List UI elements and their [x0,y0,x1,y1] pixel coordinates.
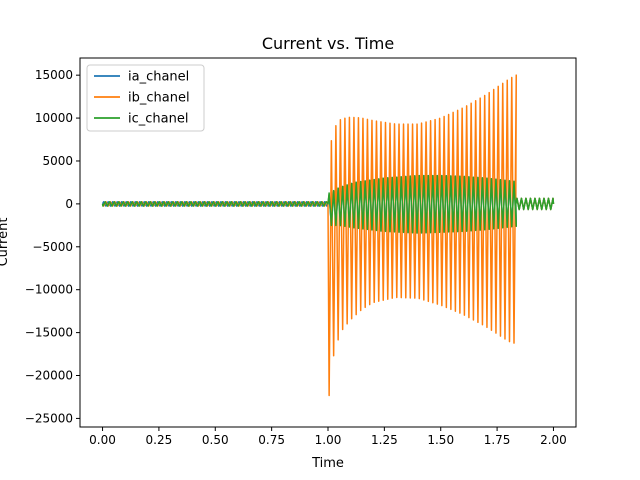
series-line-ic-chanel [101,174,555,234]
y-tick-label: −10000 [25,283,73,297]
x-tick-label: 1.25 [371,433,398,447]
y-tick-label: −25000 [25,411,73,425]
y-axis-label: Current [0,218,11,267]
legend-label: ia_chanel [128,70,189,85]
x-axis-ticks: 0.00 0.25 0.50 0.75 1.00 1.25 1.50 1.75 2.00 [89,427,567,447]
legend-label: ib_chanel [128,91,190,106]
x-tick-label: 1.50 [427,433,454,447]
x-tick-label: 0.75 [258,433,285,447]
y-axis-ticks: −25000 −20000 −15000 −10000 −5000 0 5000 10000 1… [25,68,80,425]
chart-title: Current vs. Time [262,34,394,53]
x-axis-label: Time [311,456,344,471]
legend-label: ic_chanel [128,112,188,127]
legend: ia_chanel ib_chanel ic_chanel [86,64,205,132]
legend-box [86,64,205,132]
y-tick-label: −15000 [25,326,73,340]
x-tick-label: 1.75 [484,433,511,447]
y-tick-label: −20000 [25,369,73,383]
y-tick-label: 15000 [35,68,73,82]
y-tick-label: 10000 [35,111,73,125]
x-tick-label: 1.00 [315,433,342,447]
y-tick-label: 5000 [42,154,73,168]
x-tick-label: 0.50 [202,433,229,447]
series-layer [101,74,555,397]
y-tick-label: −5000 [32,240,73,254]
x-tick-label: 0.00 [89,433,116,447]
y-tick-label: 0 [65,197,73,211]
x-tick-label: 2.00 [540,433,567,447]
x-tick-label: 0.25 [146,433,173,447]
